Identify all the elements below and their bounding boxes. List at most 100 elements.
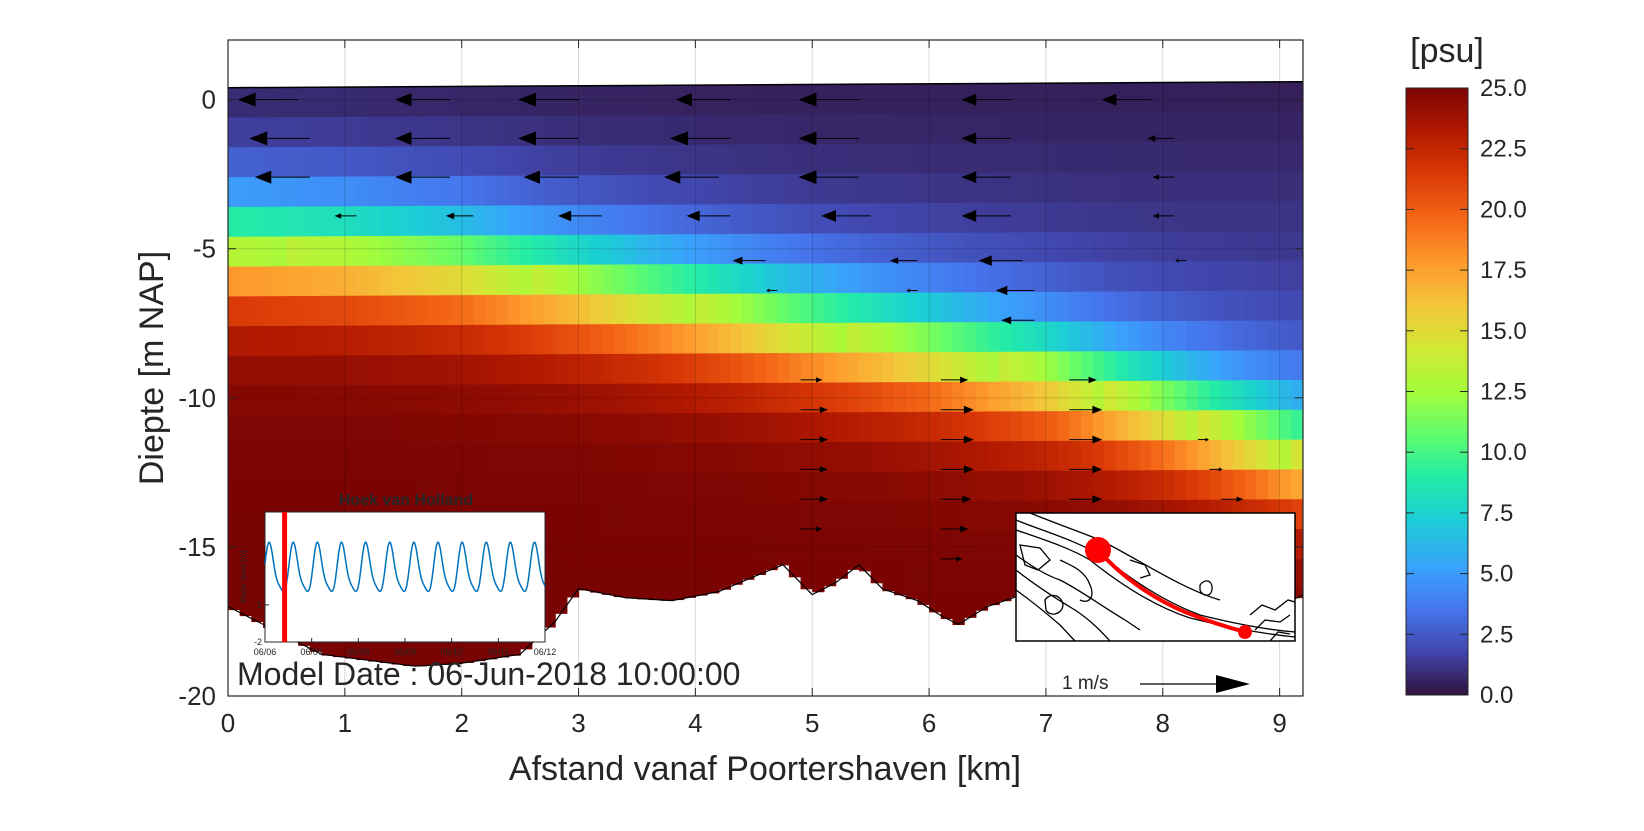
salinity-cell xyxy=(1080,82,1094,114)
salinity-cell xyxy=(730,442,743,474)
salinity-cell xyxy=(555,234,568,266)
salinity-cell xyxy=(636,115,650,146)
salinity-cell xyxy=(1022,351,1035,383)
salinity-cell xyxy=(1244,410,1257,441)
salinity-cell xyxy=(298,176,311,208)
salinity-cell xyxy=(905,501,918,532)
salinity-cell xyxy=(1010,232,1024,263)
salinity-cell xyxy=(800,352,813,384)
salinity-cell xyxy=(274,176,288,208)
salinity-cell xyxy=(251,355,264,387)
salinity-cell xyxy=(1174,320,1187,352)
salinity-cell xyxy=(1080,142,1094,173)
salinity-cell xyxy=(753,293,767,324)
salinity-cell xyxy=(1010,202,1024,234)
salinity-cell xyxy=(870,352,883,383)
salinity-cell xyxy=(344,206,358,237)
colorbar-tick-label: 25.0 xyxy=(1480,75,1527,102)
salinity-cell xyxy=(590,145,603,176)
salinity-cell xyxy=(882,173,895,204)
salinity-cell xyxy=(929,590,942,613)
salinity-cell xyxy=(707,293,720,325)
salinity-cell xyxy=(333,355,346,386)
salinity-cell xyxy=(309,415,323,446)
salinity-cell xyxy=(613,324,626,355)
salinity-cell xyxy=(905,143,918,174)
salinity-cell xyxy=(1209,201,1222,232)
salinity-cell xyxy=(894,83,907,115)
salinity-cell xyxy=(952,590,965,621)
salinity-cell xyxy=(496,175,510,207)
salinity-cell xyxy=(870,501,883,532)
salinity-cell xyxy=(601,413,615,445)
salinity-cell xyxy=(485,265,498,296)
salinity-cell xyxy=(1069,440,1082,472)
salinity-cell xyxy=(531,443,545,475)
salinity-cell xyxy=(1069,291,1082,323)
salinity-cell xyxy=(485,235,498,266)
salinity-cell xyxy=(1104,142,1117,173)
salinity-cell xyxy=(835,382,848,413)
salinity-cell xyxy=(239,236,252,268)
inset-map-current-position xyxy=(1085,537,1111,563)
salinity-cell xyxy=(964,351,977,383)
inset-map xyxy=(1015,512,1296,642)
salinity-cell xyxy=(333,266,346,297)
salinity-cell xyxy=(403,265,416,297)
salinity-cell xyxy=(905,292,918,324)
salinity-cell xyxy=(508,652,521,656)
salinity-cell xyxy=(613,145,626,176)
salinity-cell xyxy=(1080,261,1094,293)
salinity-cell xyxy=(1127,351,1141,382)
salinity-cell xyxy=(636,264,650,295)
salinity-cell xyxy=(1151,440,1164,471)
salinity-cell xyxy=(1069,261,1082,293)
salinity-cell xyxy=(1057,291,1070,323)
salinity-cell xyxy=(788,531,802,563)
colorbar-tick-label: 17.5 xyxy=(1480,257,1527,284)
salinity-cell xyxy=(695,413,708,444)
salinity-cell xyxy=(1116,470,1129,501)
salinity-cell xyxy=(461,116,474,147)
salinity-cell xyxy=(742,502,755,533)
salinity-cell xyxy=(1291,230,1303,262)
salinity-cell xyxy=(1045,262,1059,293)
salinity-cell xyxy=(1034,441,1047,472)
salinity-cell xyxy=(613,174,626,206)
salinity-cell xyxy=(228,415,241,447)
salinity-cell xyxy=(1256,141,1269,173)
salinity-cell xyxy=(683,234,696,265)
salinity-cell xyxy=(999,292,1012,323)
salinity-cell xyxy=(1209,380,1222,411)
salinity-cell xyxy=(461,324,474,356)
salinity-cell xyxy=(590,85,603,117)
salinity-cell xyxy=(543,354,556,385)
salinity-cell xyxy=(788,502,802,533)
salinity-cell xyxy=(999,202,1012,234)
salinity-cell xyxy=(707,413,720,444)
salinity-cell xyxy=(228,147,241,178)
salinity-cell xyxy=(1127,261,1141,293)
salinity-cell xyxy=(683,204,696,235)
salinity-cell xyxy=(999,560,1012,591)
salinity-cell xyxy=(1080,440,1094,472)
salinity-cell xyxy=(333,385,346,416)
salinity-cell xyxy=(520,145,533,177)
velocity-arrow xyxy=(557,210,602,222)
salinity-cell xyxy=(1232,111,1246,143)
salinity-cell xyxy=(648,174,661,206)
salinity-cell xyxy=(905,173,918,204)
salinity-cell xyxy=(1267,469,1281,500)
salinity-cell xyxy=(1080,112,1094,144)
salinity-cell xyxy=(1197,171,1211,203)
salinity-cell xyxy=(730,263,743,295)
salinity-cell xyxy=(975,232,989,264)
salinity-cell xyxy=(987,262,1000,293)
salinity-cell xyxy=(1127,82,1141,114)
salinity-cell xyxy=(426,235,439,267)
salinity-cell xyxy=(1010,321,1024,353)
salinity-cell xyxy=(1057,172,1070,203)
salinity-cell xyxy=(578,413,591,445)
salinity-cell xyxy=(1092,261,1105,293)
salinity-cell xyxy=(870,233,883,264)
